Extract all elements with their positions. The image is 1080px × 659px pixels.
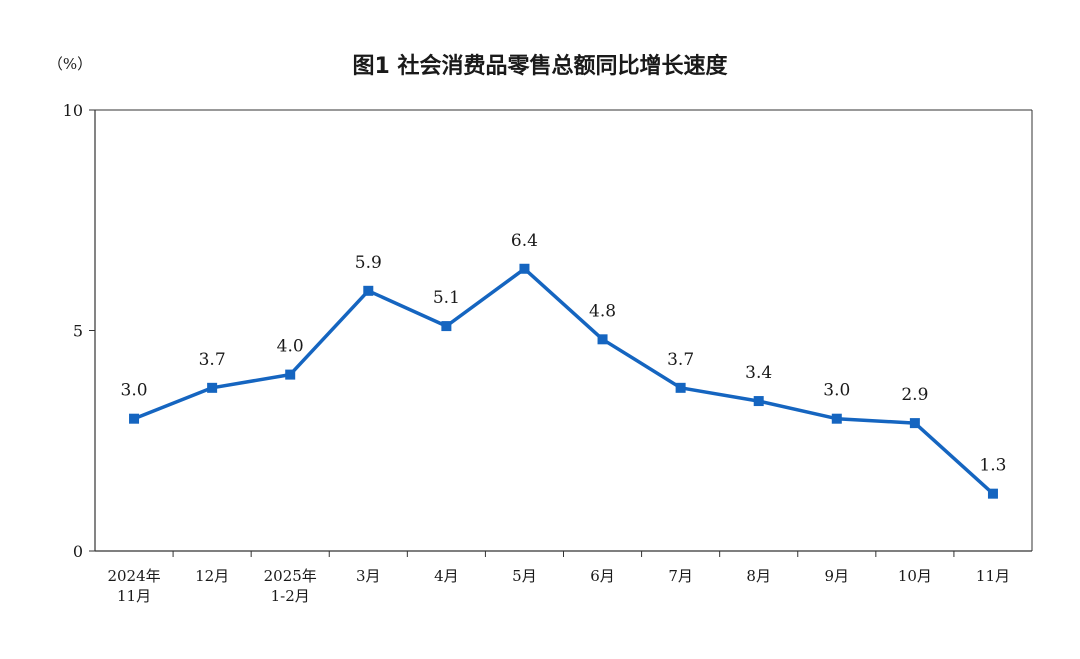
data-point-marker <box>441 321 452 332</box>
x-tick-label: 6月 <box>590 567 615 585</box>
x-tick-label-line: 11月 <box>117 587 151 605</box>
data-label: 3.0 <box>823 381 850 401</box>
data-point-marker <box>285 369 296 380</box>
x-tick-label: 7月 <box>668 567 693 585</box>
y-tick-label: 0 <box>73 542 83 561</box>
x-tick-label: 9月 <box>825 567 850 585</box>
data-label: 2.9 <box>901 385 928 405</box>
x-tick-label-line: 2025年 <box>264 567 317 585</box>
x-tick-label: 5月 <box>512 567 537 585</box>
y-tick-label: 5 <box>73 322 83 341</box>
x-tick-label: 10月 <box>898 567 932 585</box>
x-tick-label: 4月 <box>434 567 459 585</box>
data-point-marker <box>363 285 374 296</box>
data-label: 3.4 <box>745 363 772 383</box>
x-tick-label-line: 7月 <box>668 567 693 585</box>
data-point-marker <box>675 382 686 393</box>
x-tick-label-line: 6月 <box>590 567 615 585</box>
x-tick-label-line: 10月 <box>898 567 932 585</box>
data-labels: 3.0 3.7 4.0 5.9 5.1 6.4 4.8 3.7 3.4 3.0 2.9 1.3 <box>121 231 1007 476</box>
x-tick-label-line: 8月 <box>746 567 771 585</box>
x-tick-label-line: 9月 <box>825 567 850 585</box>
data-label: 3.7 <box>667 350 694 370</box>
chart-title: 图1 社会消费品零售总额同比增长速度 <box>353 53 729 79</box>
data-label: 5.1 <box>433 288 460 308</box>
data-label: 4.8 <box>589 301 616 321</box>
x-tick-label: 2024年 11月 <box>107 567 160 605</box>
x-tick-label: 3月 <box>356 567 381 585</box>
data-point-marker <box>597 334 608 345</box>
x-tick-label-line: 3月 <box>356 567 381 585</box>
data-label: 1.3 <box>979 456 1006 476</box>
x-tick-label-line: 2024年 <box>107 567 160 585</box>
data-point-marker <box>129 413 140 424</box>
x-axis: 2024年 11月 12月 2025年 1-2月 3月 4月 5月 6月 7月 8月 9月 10月 11月 <box>107 551 1010 605</box>
data-label: 5.9 <box>355 253 382 273</box>
y-tick-label: 10 <box>63 101 83 120</box>
y-unit-label: （%） <box>48 55 92 73</box>
data-point-marker <box>519 263 530 274</box>
data-label: 3.7 <box>199 350 226 370</box>
data-label: 6.4 <box>511 231 538 251</box>
data-point-marker <box>831 413 842 424</box>
x-tick-label-line: 11月 <box>976 567 1010 585</box>
y-axis: 0 5 10 <box>63 101 95 561</box>
series-retail-sales-growth <box>129 263 998 499</box>
data-point-marker <box>207 382 218 393</box>
data-point-marker <box>753 396 764 407</box>
x-tick-label-line: 5月 <box>512 567 537 585</box>
x-tick-label: 11月 <box>976 567 1010 585</box>
plot-frame <box>94 109 1033 552</box>
data-point-marker <box>987 488 998 499</box>
series-line <box>133 267 995 495</box>
x-tick-label-line: 12月 <box>195 567 229 585</box>
x-tick-label-line: 1-2月 <box>271 587 310 605</box>
x-tick-label-line: 4月 <box>434 567 459 585</box>
x-tick-label: 2025年 1-2月 <box>264 567 317 605</box>
data-point-marker <box>909 418 920 429</box>
x-tick-label: 8月 <box>746 567 771 585</box>
data-label: 4.0 <box>277 337 304 357</box>
data-label: 3.0 <box>121 381 148 401</box>
x-tick-label: 12月 <box>195 567 229 585</box>
